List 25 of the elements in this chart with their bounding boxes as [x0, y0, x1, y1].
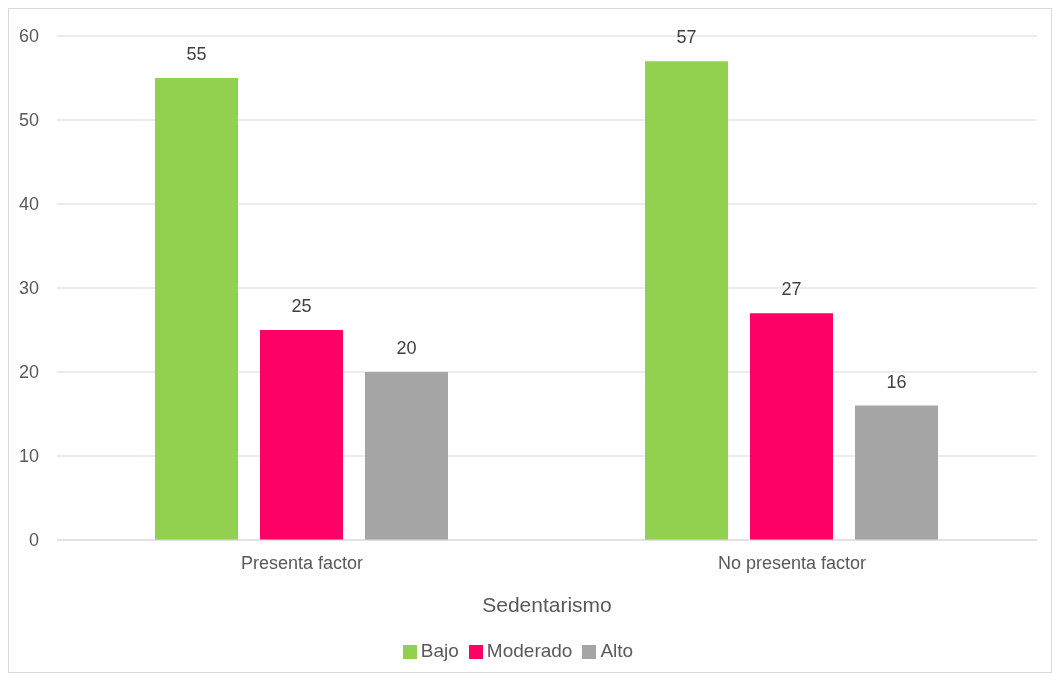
- y-tick-label: 20: [18, 362, 39, 383]
- y-tick-label: 50: [18, 110, 39, 131]
- data-label: 20: [396, 338, 417, 358]
- x-tick-label: Presenta factor: [240, 552, 364, 573]
- legend-label: Alto: [600, 640, 634, 661]
- legend-label: Moderado: [486, 640, 573, 661]
- bar: [260, 330, 343, 540]
- data-label: 57: [676, 27, 697, 48]
- bar: [645, 61, 728, 540]
- data-label: 16: [886, 371, 907, 392]
- y-tick-label: 60: [18, 26, 39, 47]
- data-label: 55: [186, 44, 207, 64]
- bar: [155, 78, 238, 540]
- y-tick-label: 0: [28, 530, 39, 551]
- y-tick-label: 30: [18, 278, 39, 299]
- x-tick-label: No presenta factor: [717, 552, 867, 573]
- data-label: 27: [781, 279, 802, 300]
- legend-label: Bajo: [420, 640, 459, 661]
- x-axis-title: Sedentarismo: [482, 593, 612, 616]
- bar: [750, 313, 833, 540]
- y-tick-label: 10: [18, 446, 39, 467]
- data-label: 25: [291, 296, 312, 316]
- bar: [365, 372, 448, 540]
- bar: [855, 405, 938, 540]
- y-tick-label: 40: [18, 194, 39, 215]
